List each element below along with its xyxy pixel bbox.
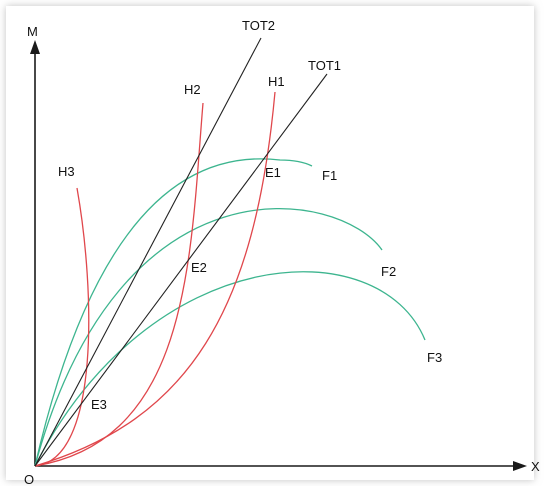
h-curves bbox=[34, 91, 276, 467]
curve-h2 bbox=[34, 102, 204, 467]
axes: M X O bbox=[24, 24, 540, 486]
x-axis-arrow bbox=[513, 461, 527, 471]
curve-h3 bbox=[34, 187, 90, 467]
line-tot1 bbox=[34, 73, 328, 467]
x-axis-label: X bbox=[531, 459, 540, 474]
panel-background bbox=[6, 6, 534, 480]
curve-f1 bbox=[34, 158, 313, 467]
y-axis-label: M bbox=[27, 24, 38, 39]
label-f2: F2 bbox=[381, 264, 396, 279]
label-h2: H2 bbox=[184, 82, 201, 97]
label-f1: F1 bbox=[322, 168, 337, 183]
curve-f2 bbox=[34, 208, 383, 467]
origin-label: O bbox=[24, 472, 34, 486]
label-h1: H1 bbox=[268, 74, 285, 89]
label-f3: F3 bbox=[427, 350, 442, 365]
label-h3: H3 bbox=[58, 164, 75, 179]
f-curves bbox=[34, 158, 426, 467]
line-tot2 bbox=[34, 37, 262, 467]
curve-h1 bbox=[34, 91, 276, 467]
label-e2: E2 bbox=[191, 260, 207, 275]
label-tot1: TOT1 bbox=[308, 58, 341, 73]
tot-lines bbox=[34, 37, 328, 467]
label-e3: E3 bbox=[91, 397, 107, 412]
label-e1: E1 bbox=[265, 165, 281, 180]
label-tot2: TOT2 bbox=[242, 18, 275, 33]
curve-f3 bbox=[34, 271, 426, 467]
y-axis-arrow bbox=[30, 40, 40, 54]
